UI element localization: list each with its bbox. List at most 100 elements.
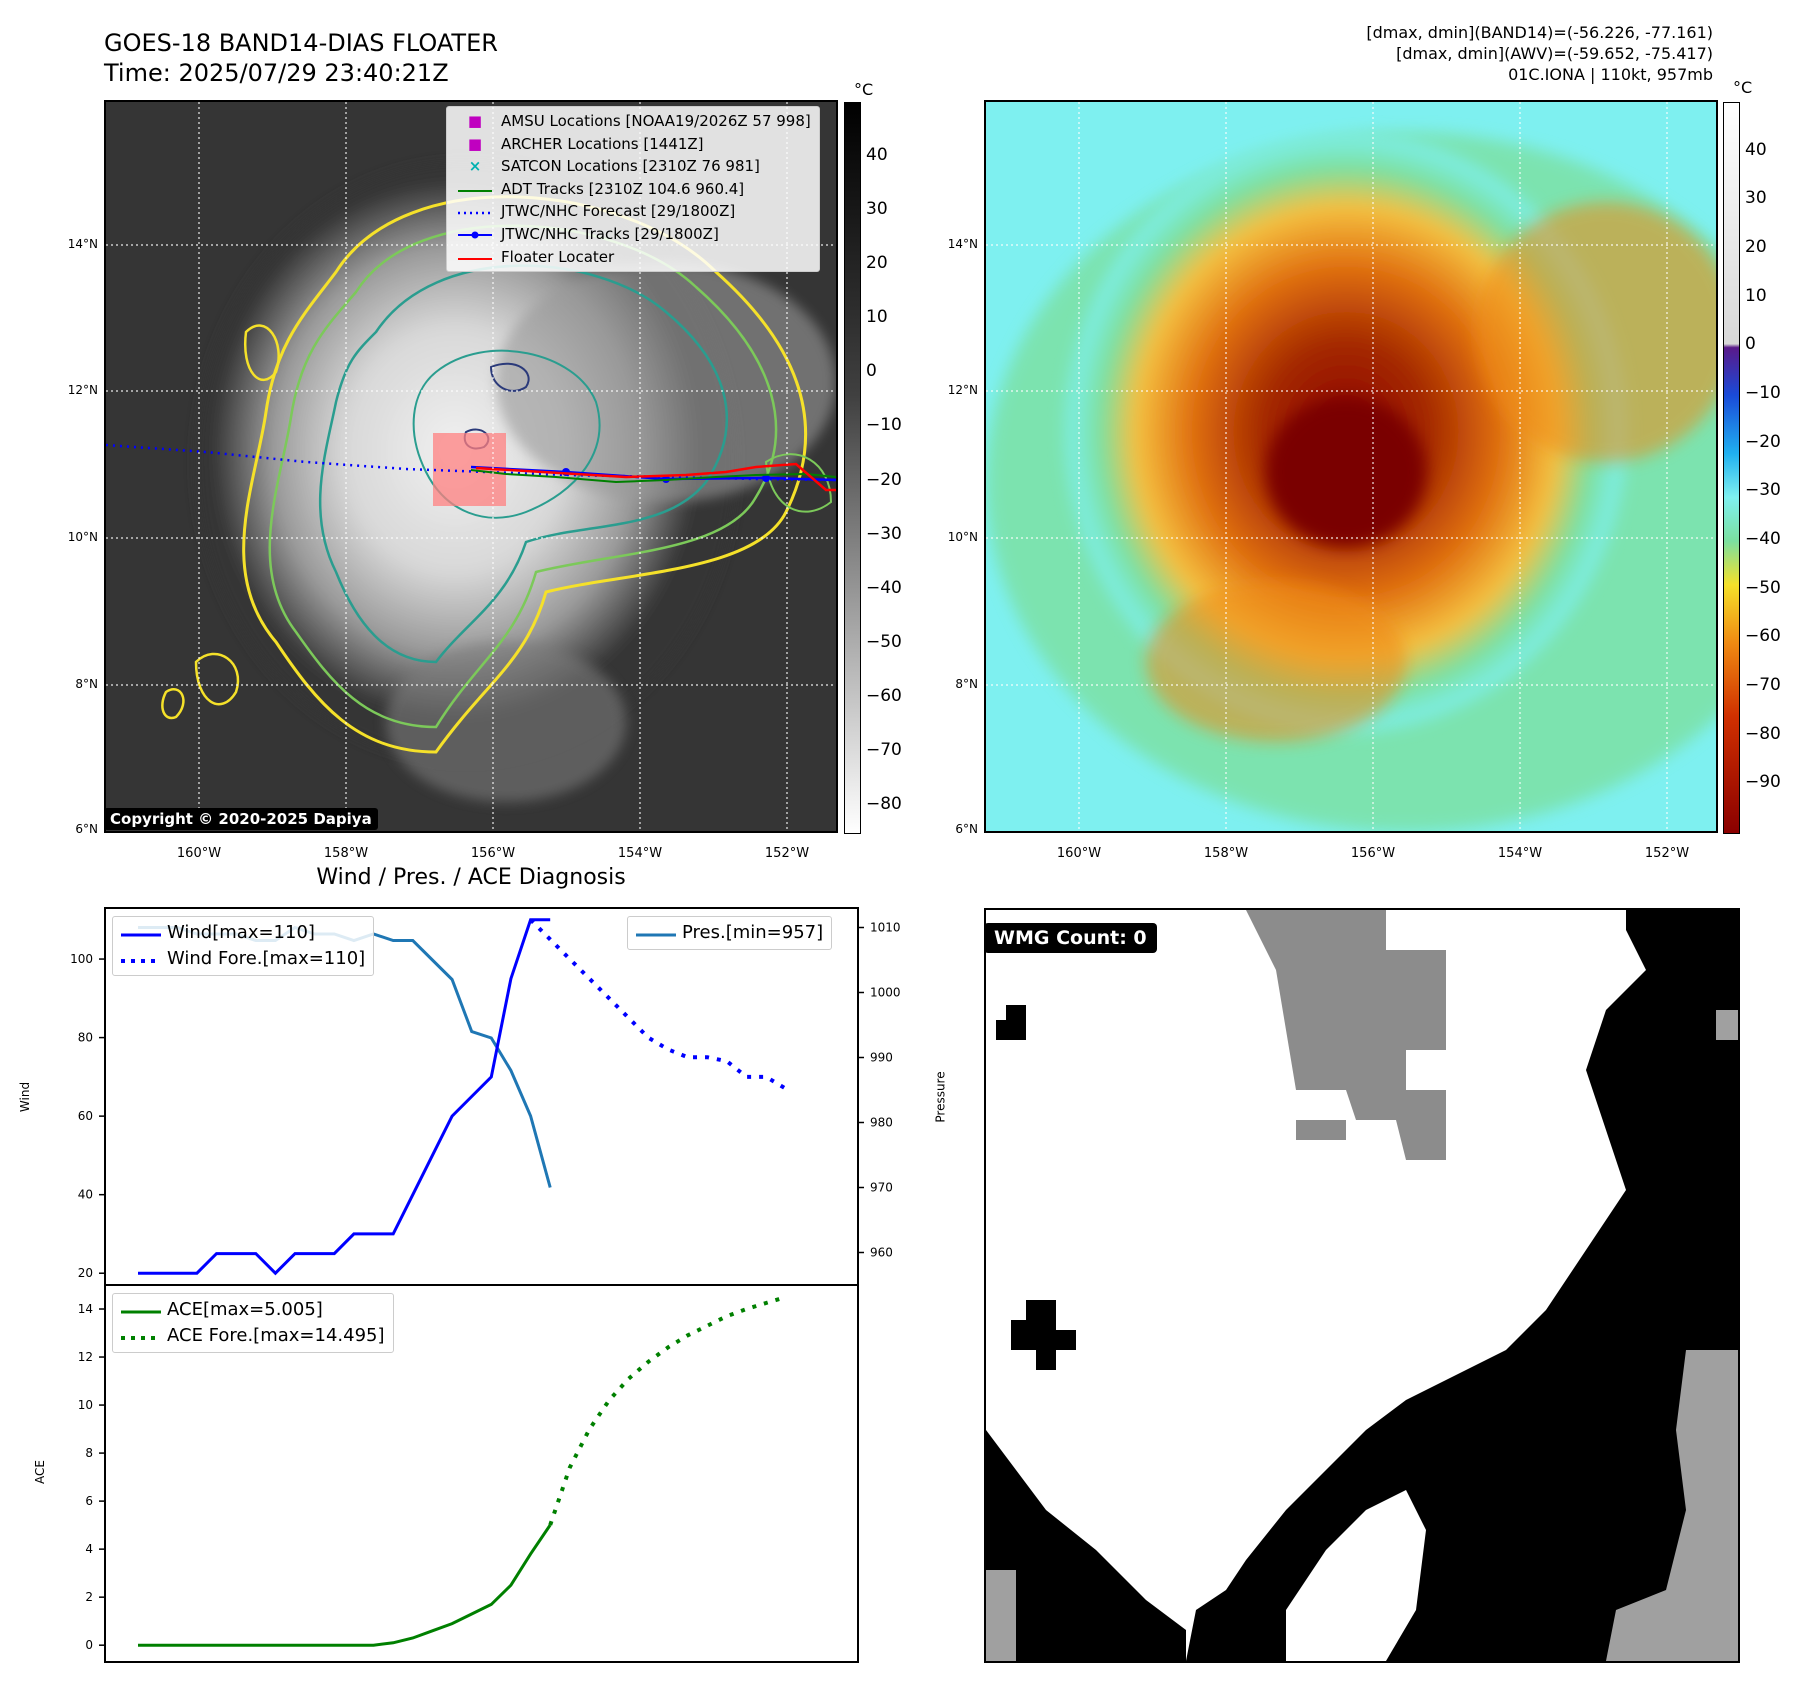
colorbar-tick: −60 (866, 685, 902, 706)
tick-label: 1010 (870, 921, 901, 935)
tick-label: 980 (870, 1116, 893, 1130)
colorbar-tick: 10 (866, 307, 888, 328)
wmg-panel (984, 908, 1740, 1663)
pressure-ylabel: Pressure (933, 1071, 948, 1123)
legend-wind-fore: Wind Fore.[max=110] (121, 948, 366, 969)
legend-item-floater: Floater Locater (458, 247, 615, 266)
stats-line-2: [dmax, dmin](AWV)=(-59.652, -75.417) (1396, 44, 1713, 63)
colorbar-tick: −50 (866, 631, 902, 652)
colorbar-tick: −30 (1745, 480, 1781, 501)
ir-colorbar (844, 102, 861, 834)
lat-label: 6°N (75, 822, 98, 836)
legend-ace-fore: ACE Fore.[max=14.495] (121, 1325, 385, 1346)
diagnosis-title: Wind / Pres. / ACE Diagnosis (316, 865, 626, 890)
colorbar-tick: 20 (866, 253, 888, 274)
lon-label: 158°W (323, 846, 369, 861)
tick-label: 970 (870, 1181, 893, 1195)
tick-label: 4 (85, 1542, 93, 1556)
colorbar-tick: −80 (1745, 723, 1781, 744)
tick-label: 60 (78, 1109, 93, 1123)
lat-label: 12°N (67, 383, 98, 397)
colorbar-tick: −50 (1745, 577, 1781, 598)
colorbar-tick: −10 (866, 415, 902, 436)
tick-label: 10 (78, 1398, 93, 1412)
colorbar-tick: −40 (1745, 529, 1781, 549)
title-line-1: GOES-18 BAND14-DIAS FLOATER (104, 29, 498, 57)
colorbar-tick: 40 (866, 145, 888, 166)
stats-line-1: [dmax, dmin](BAND14)=(-56.226, -77.161) (1366, 23, 1713, 42)
tick-label: 6 (85, 1494, 93, 1508)
colorbar-tick: 0 (866, 361, 877, 382)
colorbar-tick: −70 (1745, 675, 1781, 695)
colorbar-tick: −10 (1745, 383, 1781, 403)
lon-label: 158°W (1203, 846, 1249, 861)
colorbar-tick: 0 (1745, 334, 1756, 355)
lon-label: 160°W (1056, 846, 1102, 861)
bd-colorbar (1723, 102, 1740, 834)
colorbar-tick: −60 (1745, 626, 1781, 647)
lon-label: 154°W (1497, 846, 1543, 861)
wind-legend: Wind[max=110] Wind Fore.[max=110] (112, 916, 375, 976)
colorbar-tick: −20 (1745, 431, 1781, 452)
lat-label: 10°N (67, 530, 98, 544)
storm-stats: [dmax, dmin](BAND14)=(-56.226, -77.161) … (1366, 22, 1713, 85)
tick-label: 40 (78, 1188, 93, 1202)
colorbar-tick: 30 (866, 199, 888, 220)
tick-label: 2 (85, 1590, 93, 1604)
copyright-badge: Copyright © 2020-2025 Dapiya (104, 808, 378, 830)
bd-map-image (986, 102, 1716, 831)
ir-map-panel: ■ AMSU Locations [NOAA19/2026Z 57 998] ■ A… (104, 100, 838, 833)
lon-label: 152°W (764, 846, 810, 861)
lon-label: 156°W (1350, 846, 1396, 861)
map-legend: ■ AMSU Locations [NOAA19/2026Z 57 998] ■ A… (446, 106, 820, 273)
tick-label: 80 (78, 1031, 93, 1045)
colorbar-tick: −70 (866, 739, 902, 760)
colorbar-tick: 40 (1745, 139, 1767, 160)
legend-item-tracks: JTWC/NHC Tracks [29/1800Z] (455, 223, 811, 246)
tick-label: 8 (85, 1446, 93, 1460)
track-point (762, 474, 770, 482)
wmg-count-badge: WMG Count: 0 (984, 923, 1157, 953)
tick-label: 990 (870, 1051, 893, 1065)
legend-wind: Wind[max=110] (121, 922, 315, 943)
legend-item-forecast: JTWC/NHC Forecast [29/1800Z] (458, 202, 736, 221)
pressure-legend: Pres.[min=957] (627, 916, 833, 950)
wind-ylabel: Wind (18, 1081, 33, 1113)
tick-label: 12 (78, 1350, 93, 1364)
lat-label: 6°N (955, 822, 978, 836)
lat-label: 14°N (947, 237, 978, 251)
lon-label: 152°W (1644, 846, 1690, 861)
stats-line-3: 01C.IONA | 110kt, 957mb (1508, 65, 1713, 84)
tick-label: 20 (78, 1266, 93, 1280)
ace-legend: ACE[max=5.005] ACE Fore.[max=14.495] (112, 1293, 394, 1353)
tick-label: 960 (870, 1246, 893, 1260)
ir-colorbar-unit: °C (854, 80, 874, 99)
tick-label: 100 (70, 952, 93, 966)
wmg-image (986, 910, 1738, 1661)
title-line-2: Time: 2025/07/29 23:40:21Z (104, 59, 449, 87)
ace-ylabel: ACE (32, 1460, 47, 1484)
ace-series-line (138, 1524, 552, 1647)
colorbar-tick: 10 (1745, 285, 1767, 306)
lon-label: 154°W (617, 846, 663, 861)
colorbar-tick: −30 (866, 523, 902, 544)
lat-label: 10°N (947, 530, 978, 544)
lon-label: 156°W (470, 846, 516, 861)
tick-label: 1000 (870, 986, 901, 1000)
legend-ace: ACE[max=5.005] (121, 1299, 323, 1320)
colorbar-tick: 30 (1745, 188, 1767, 209)
colorbar-tick: −40 (866, 577, 902, 598)
tick-label: 0 (85, 1638, 93, 1652)
lat-label: 8°N (75, 677, 98, 691)
lat-label: 12°N (947, 383, 978, 397)
figure-title: GOES-18 BAND14-DIAS FLOATER Time: 2025/0… (104, 28, 498, 88)
colorbar-tick: −90 (1745, 772, 1781, 793)
lon-label: 160°W (176, 846, 222, 861)
colorbar-tick: −20 (866, 469, 902, 490)
bd-map-panel (984, 100, 1718, 833)
legend-item-adt: ADT Tracks [2310Z 104.6 960.4] (458, 179, 745, 198)
legend-pressure: Pres.[min=957] (636, 922, 824, 943)
bd-colorbar-unit: °C (1733, 78, 1753, 97)
legend-item-archer: ■ ARCHER Locations [1441Z] (467, 134, 704, 153)
ace-forecast-series-line (548, 1295, 787, 1526)
